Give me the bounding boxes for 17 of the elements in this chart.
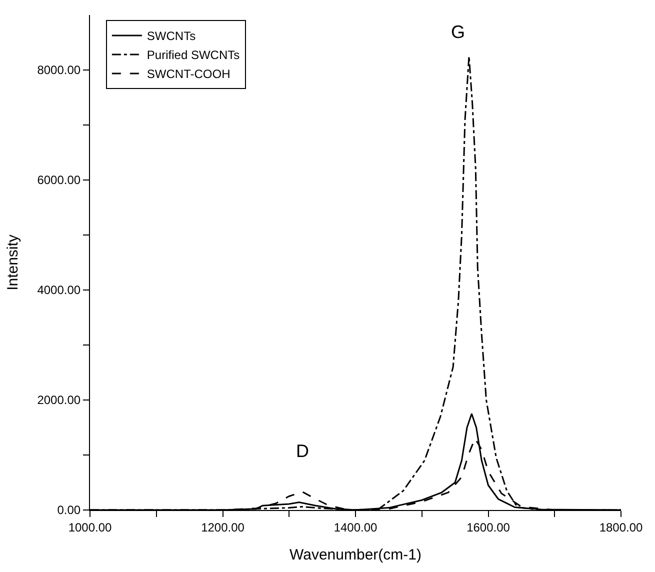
x-tick-label: 1200.00 <box>201 520 245 534</box>
x-tick-label: 1400.00 <box>334 520 378 534</box>
y-tick-label: 2000.00 <box>37 393 81 408</box>
legend-label: SWCNTs <box>146 29 196 44</box>
legend-label: Purified SWCNTs <box>146 48 240 62</box>
y-axis-title: Intensity <box>4 234 22 290</box>
y-tick-label: 6000.00 <box>37 173 81 188</box>
y-tick-label: 4000.00 <box>37 283 81 298</box>
y-tick-label: 8000.00 <box>37 63 81 78</box>
annotation: D <box>296 441 309 461</box>
annotation: G <box>451 22 466 42</box>
y-tick-label: 0.00 <box>57 503 81 518</box>
x-tick-label: 1600.00 <box>466 520 510 534</box>
x-axis-title: Wavenumber(cm-1) <box>290 546 422 564</box>
x-tick-label: 1800.00 <box>599 520 644 534</box>
x-tick-label: 1000.00 <box>68 520 112 534</box>
legend-label: SWCNT-COOH <box>146 67 230 82</box>
